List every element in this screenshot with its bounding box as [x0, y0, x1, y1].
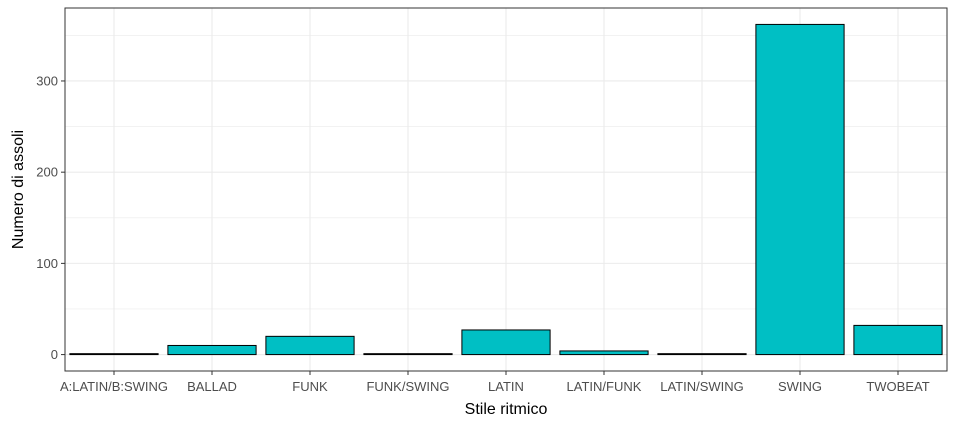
y-tick-label: 0 — [51, 347, 58, 362]
y-tick-label: 300 — [36, 73, 58, 88]
x-tick-label: FUNK — [292, 379, 328, 394]
bar-twobeat — [853, 324, 943, 356]
y-tick-label: 200 — [36, 165, 58, 180]
bar-funk — [265, 335, 355, 356]
bar-funk-swing — [363, 353, 453, 356]
y-tick-label: 100 — [36, 256, 58, 271]
bar-a-latin-b-swing — [69, 353, 159, 356]
bar-latin-swing — [657, 353, 747, 356]
x-tick-label: A:LATIN/B:SWING — [60, 379, 168, 394]
x-tick-label: BALLAD — [187, 379, 237, 394]
y-axis: 0 100 200 300 — [36, 73, 65, 362]
y-axis-title: Numero di assoli — [10, 130, 27, 249]
x-tick-label: LATIN — [488, 379, 524, 394]
x-axis-title: Stile ritmico — [465, 401, 548, 418]
x-tick-label: TWOBEAT — [866, 379, 929, 394]
bar-latin — [461, 329, 551, 356]
x-tick-label: LATIN/FUNK — [567, 379, 642, 394]
x-tick-label: SWING — [778, 379, 822, 394]
x-tick-label: FUNK/SWING — [366, 379, 449, 394]
bar-swing — [755, 23, 845, 356]
bar-latin-funk — [559, 350, 649, 356]
x-axis: A:LATIN/B:SWING BALLAD FUNK FUNK/SWING LATIN… — [60, 371, 930, 394]
bars — [69, 23, 943, 356]
x-tick-label: LATIN/SWING — [660, 379, 744, 394]
bar-ballad — [167, 344, 257, 356]
